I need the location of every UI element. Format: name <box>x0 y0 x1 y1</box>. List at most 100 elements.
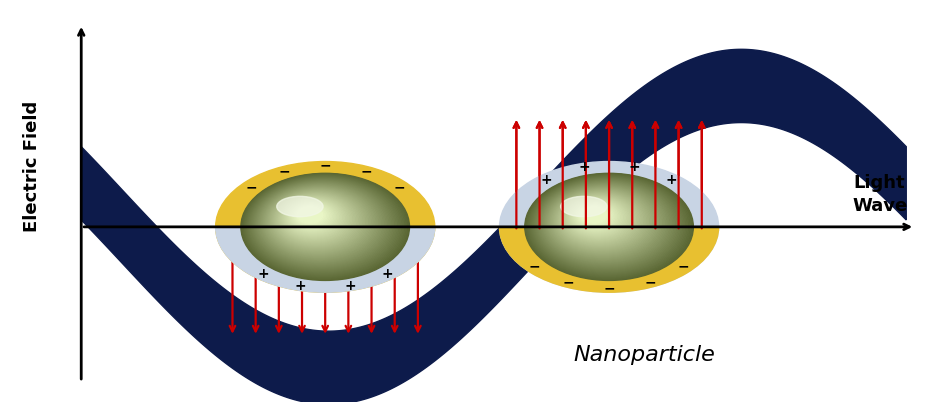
Ellipse shape <box>241 173 409 280</box>
Ellipse shape <box>532 178 682 273</box>
Text: −: − <box>529 260 541 274</box>
Text: −: − <box>678 260 689 274</box>
Text: −: − <box>645 276 656 290</box>
Ellipse shape <box>242 174 408 279</box>
Ellipse shape <box>536 180 676 269</box>
Polygon shape <box>81 49 906 403</box>
Ellipse shape <box>526 174 690 278</box>
Ellipse shape <box>262 186 378 260</box>
Ellipse shape <box>279 196 351 242</box>
Ellipse shape <box>561 195 639 244</box>
Ellipse shape <box>268 190 367 253</box>
Ellipse shape <box>283 198 346 239</box>
Ellipse shape <box>541 183 668 264</box>
Ellipse shape <box>548 187 657 257</box>
Ellipse shape <box>256 182 387 265</box>
Ellipse shape <box>573 202 620 232</box>
Text: +: + <box>578 160 590 174</box>
Ellipse shape <box>287 201 339 234</box>
Text: +: + <box>628 160 640 174</box>
Ellipse shape <box>243 174 407 278</box>
Text: −: − <box>245 180 257 194</box>
Ellipse shape <box>564 196 634 241</box>
Ellipse shape <box>535 179 678 270</box>
Text: −: − <box>604 281 615 295</box>
Ellipse shape <box>289 203 334 231</box>
Ellipse shape <box>557 193 645 248</box>
Text: −: − <box>563 276 574 290</box>
Ellipse shape <box>580 206 609 225</box>
Text: +: + <box>294 279 306 293</box>
Ellipse shape <box>572 202 621 233</box>
Ellipse shape <box>546 186 660 258</box>
Ellipse shape <box>248 177 399 274</box>
Ellipse shape <box>562 195 637 243</box>
Text: +: + <box>382 267 393 281</box>
Ellipse shape <box>276 194 356 245</box>
Text: −: − <box>393 180 406 194</box>
Ellipse shape <box>556 192 645 249</box>
Text: −: − <box>361 164 372 178</box>
Ellipse shape <box>539 182 672 266</box>
Ellipse shape <box>280 196 350 241</box>
Ellipse shape <box>565 197 631 239</box>
Ellipse shape <box>264 187 375 258</box>
Ellipse shape <box>216 162 435 292</box>
Ellipse shape <box>500 162 719 292</box>
Ellipse shape <box>284 199 345 237</box>
Ellipse shape <box>297 207 323 223</box>
Ellipse shape <box>582 207 606 223</box>
Ellipse shape <box>286 200 342 235</box>
Ellipse shape <box>265 187 373 257</box>
Ellipse shape <box>578 205 612 227</box>
Ellipse shape <box>247 177 401 275</box>
Ellipse shape <box>261 185 379 260</box>
Ellipse shape <box>537 181 675 268</box>
Ellipse shape <box>529 176 686 276</box>
Ellipse shape <box>245 176 404 276</box>
Ellipse shape <box>540 182 670 265</box>
Ellipse shape <box>295 206 326 225</box>
Text: +: + <box>257 267 268 281</box>
Ellipse shape <box>533 179 681 272</box>
Ellipse shape <box>577 204 614 228</box>
Ellipse shape <box>277 196 323 217</box>
Ellipse shape <box>269 190 367 252</box>
Ellipse shape <box>549 188 656 256</box>
Ellipse shape <box>569 200 625 235</box>
Text: Electric Field: Electric Field <box>24 100 42 232</box>
Ellipse shape <box>526 174 692 279</box>
Ellipse shape <box>565 197 632 240</box>
Ellipse shape <box>545 185 663 260</box>
Ellipse shape <box>554 191 648 251</box>
Text: Nanoparticle: Nanoparticle <box>574 345 716 365</box>
Ellipse shape <box>297 216 390 264</box>
Ellipse shape <box>290 203 333 230</box>
Ellipse shape <box>553 190 650 252</box>
Ellipse shape <box>545 186 662 260</box>
Ellipse shape <box>561 196 607 217</box>
Ellipse shape <box>285 199 343 237</box>
Ellipse shape <box>288 202 337 233</box>
Text: −: − <box>278 164 290 178</box>
Ellipse shape <box>294 206 327 226</box>
Ellipse shape <box>525 173 693 280</box>
Ellipse shape <box>527 175 689 278</box>
Ellipse shape <box>563 196 636 242</box>
Ellipse shape <box>575 203 617 230</box>
Ellipse shape <box>293 205 328 227</box>
Ellipse shape <box>566 198 629 239</box>
Ellipse shape <box>216 162 435 292</box>
Ellipse shape <box>274 193 359 247</box>
Ellipse shape <box>542 183 667 263</box>
Ellipse shape <box>571 201 623 234</box>
Ellipse shape <box>244 175 406 278</box>
Ellipse shape <box>277 195 354 244</box>
Ellipse shape <box>291 204 331 229</box>
Ellipse shape <box>579 206 611 226</box>
Text: −: − <box>319 158 331 172</box>
Ellipse shape <box>581 206 608 224</box>
Ellipse shape <box>267 189 370 255</box>
Ellipse shape <box>259 184 382 262</box>
Ellipse shape <box>531 177 684 274</box>
